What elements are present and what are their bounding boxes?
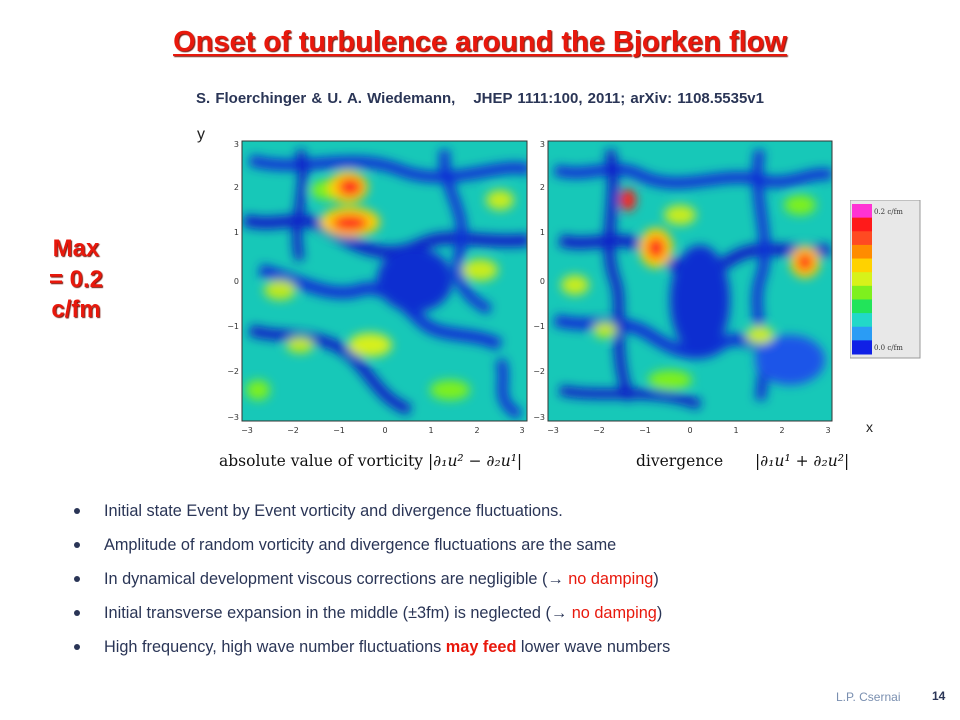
vorticity-formula: |∂₁u² − ∂₂u¹| (428, 452, 523, 470)
left-y-tick: −3 (227, 413, 239, 422)
colorbar-swatch (852, 258, 872, 273)
no-damping-highlight: no damping (567, 604, 657, 622)
bullet-text: Amplitude of random vorticity and diverg… (104, 536, 617, 554)
divergence-heatmap (548, 141, 832, 421)
vorticity-caption-text: absolute value of vorticity (219, 452, 424, 470)
left-y-tick: −1 (227, 322, 239, 331)
vorticity-frame (241, 140, 528, 422)
right-x-tick: 3 (825, 426, 830, 435)
may-feed-highlight: may feed (445, 638, 517, 656)
left-y-tick: 0 (234, 277, 239, 286)
left-y-tick: 3 (234, 140, 239, 149)
page-number: 14 (932, 689, 946, 703)
colorbar-swatch (852, 340, 872, 355)
colorbar-min-label: 0.0 c/fm (874, 344, 903, 352)
colorbar-swatch (852, 217, 872, 232)
bullet-text: In dynamical development viscous correct… (104, 570, 548, 588)
vorticity-heatmap (242, 141, 527, 421)
footer-author: L.P. Csernai (836, 690, 901, 704)
vorticity-caption: absolute value of vorticity |∂₁u² − ∂₂u¹… (219, 452, 522, 470)
reference-authors: S. Floerchinger & U. A. Wiedemann, (195, 90, 456, 107)
bullet-list: Initial state Event by Event vorticity a… (72, 500, 670, 670)
left-y-tick: 2 (234, 183, 239, 192)
right-x-tick: 1 (733, 426, 738, 435)
left-x-tick: 2 (474, 426, 479, 435)
right-x-tick: 2 (779, 426, 784, 435)
left-x-tick: −2 (287, 426, 299, 435)
right-y-tick: 2 (540, 183, 545, 192)
bullet-item: In dynamical development viscous correct… (72, 568, 670, 602)
x-axis-label: x (866, 419, 873, 435)
colorbar-swatch (852, 231, 872, 246)
arrow-icon: → (550, 604, 568, 622)
left-x-tick: 0 (382, 426, 387, 435)
left-x-tick: 1 (428, 426, 433, 435)
left-x-tick: −1 (333, 426, 345, 435)
bullet-item: Initial transverse expansion in the midd… (72, 602, 670, 636)
slide-title: Onset of turbulence around the Bjorken f… (173, 26, 787, 58)
right-x-tick: −1 (639, 426, 651, 435)
bullet-item: High frequency, high wave number fluctua… (72, 636, 670, 670)
divergence-frame (547, 140, 833, 422)
colorbar-swatch (852, 285, 872, 300)
divergence-caption-text: divergence (636, 452, 724, 470)
colorbar-swatch (852, 313, 872, 328)
right-y-tick: 3 (540, 140, 545, 149)
bullet-text: Initial state Event by Event vorticity a… (104, 502, 563, 520)
right-y-tick: −2 (533, 367, 545, 376)
colorbar-max-label: 0.2 c/fm (874, 208, 903, 216)
no-damping-highlight: no damping (563, 570, 654, 588)
bullet-text: ) (656, 604, 663, 622)
max-line-2: = 0.2 (48, 265, 104, 293)
left-y-tick: 1 (234, 228, 239, 237)
bullet-text: Initial transverse expansion in the midd… (104, 604, 551, 622)
colorbar-swatch (852, 299, 872, 314)
left-x-tick: 3 (519, 426, 524, 435)
right-x-tick: −3 (547, 426, 559, 435)
right-x-tick: −2 (593, 426, 605, 435)
divergence-caption: divergence |∂₁u¹ + ∂₂u²| (636, 452, 849, 470)
right-y-tick: 0 (540, 277, 545, 286)
colorbar-swatch (852, 272, 872, 287)
right-x-tick: 0 (687, 426, 692, 435)
bullet-text: ) (653, 570, 659, 588)
bullet-item: Initial state Event by Event vorticity a… (72, 500, 670, 534)
right-y-tick: −3 (533, 413, 545, 422)
divergence-formula: |∂₁u¹ + ∂₂u²| (755, 452, 850, 470)
max-line-3: c/fm (51, 296, 101, 324)
right-y-tick: 1 (540, 228, 545, 237)
colorbar-swatch (852, 326, 872, 341)
max-line-1: Max (52, 235, 100, 262)
reference-journal: JHEP 1111:100, 2011; arXiv: 1108.5535v1 (473, 90, 764, 107)
colorbar-swatch (852, 204, 872, 219)
y-axis-label: y (197, 126, 205, 143)
reference-line: S. Floerchinger & U. A. Wiedemann, JHEP 1… (0, 90, 960, 107)
max-value-note: Max = 0.2 c/fm (36, 234, 116, 326)
bullet-text: lower wave numbers (516, 638, 671, 656)
bullet-text: High frequency, high wave number fluctua… (104, 638, 446, 656)
left-x-tick: −3 (241, 426, 253, 435)
bullet-item: Amplitude of random vorticity and diverg… (72, 534, 670, 568)
arrow-icon: → (547, 570, 564, 588)
turbulence-figure: 3 2 1 0 −1 −2 −3 3 2 1 0 −1 −2 −3 −3 −2 … (227, 140, 833, 435)
right-y-tick: −1 (533, 322, 545, 331)
colorbar: 0.2 c/fm 0.0 c/fm (850, 200, 921, 359)
left-y-tick: −2 (227, 367, 239, 376)
colorbar-swatch (852, 244, 872, 260)
